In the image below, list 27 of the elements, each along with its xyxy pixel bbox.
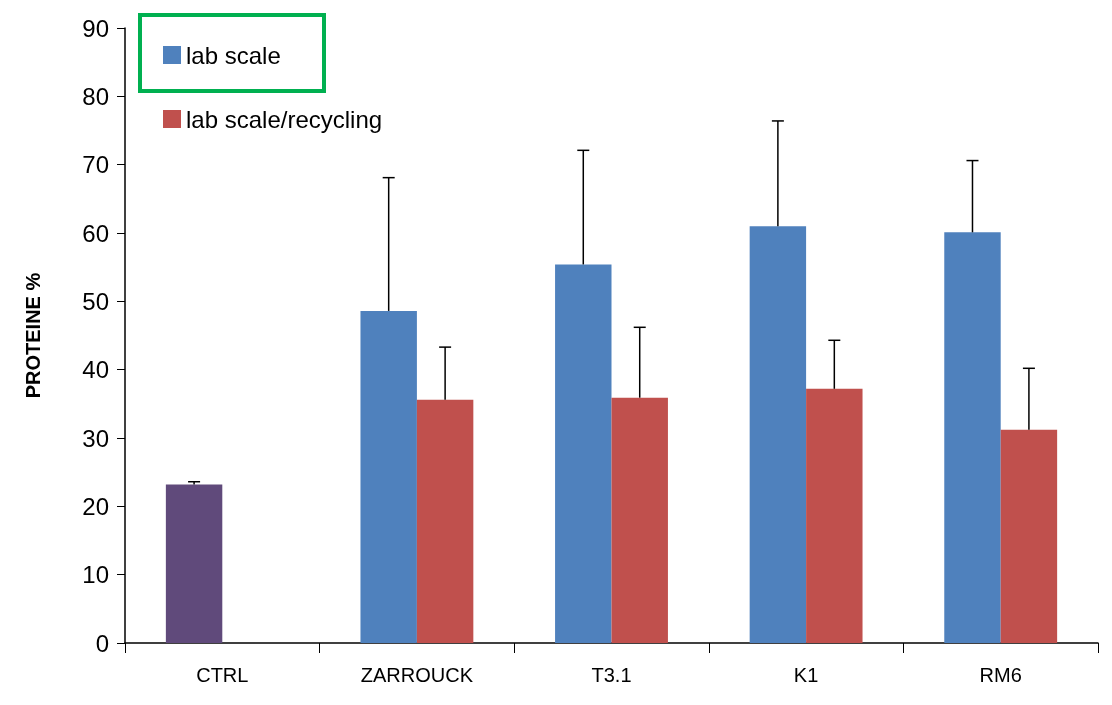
y-tick-label: 50 [82, 287, 109, 315]
bar [165, 484, 223, 643]
y-tick-label: 10 [82, 561, 109, 589]
x-tick-label: T3.1 [591, 664, 632, 686]
bar [944, 232, 1001, 643]
y-tick-label: 20 [82, 492, 109, 520]
y-tick-label: 60 [82, 219, 109, 247]
x-tick-label: CTRL [196, 664, 249, 686]
y-tick-label: 30 [82, 424, 109, 452]
y-tick-label: 90 [82, 14, 109, 42]
bar [611, 397, 668, 643]
bar [806, 388, 863, 643]
x-tick-label: RM6 [979, 664, 1022, 686]
y-tick-label: 40 [82, 356, 109, 384]
y-axis-title: PROTEINE % [22, 272, 44, 399]
legend-label: lab scale [186, 41, 281, 69]
y-tick-label: 70 [82, 151, 109, 179]
y-tick-label: 80 [82, 82, 109, 110]
bar [749, 226, 807, 643]
bar [1000, 429, 1058, 643]
y-tick-label: 0 [95, 629, 109, 657]
bar [360, 310, 417, 643]
legend-label: lab scale/recycling [186, 105, 383, 133]
bar [555, 264, 612, 643]
bar [416, 399, 474, 643]
x-tick-label: K1 [793, 664, 819, 686]
x-tick-label: ZARROUCK [360, 664, 474, 686]
